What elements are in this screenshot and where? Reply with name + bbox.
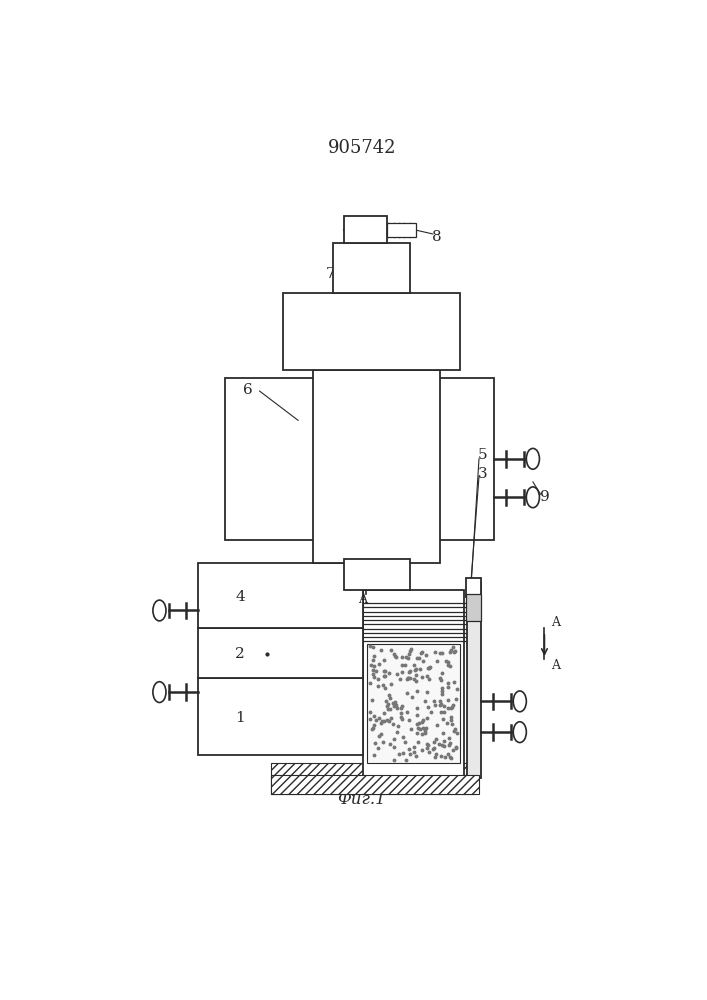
Text: A: A xyxy=(551,616,560,629)
Ellipse shape xyxy=(526,448,539,469)
Text: 905742: 905742 xyxy=(328,139,396,157)
Ellipse shape xyxy=(153,682,166,703)
Bar xyxy=(344,216,387,243)
Bar xyxy=(271,774,479,794)
Text: 1: 1 xyxy=(235,711,245,725)
Bar xyxy=(466,578,481,597)
Text: 4: 4 xyxy=(235,590,245,604)
Bar xyxy=(387,223,416,237)
Bar xyxy=(466,594,481,620)
Text: 2: 2 xyxy=(235,647,245,661)
Ellipse shape xyxy=(513,691,526,712)
Bar xyxy=(198,628,363,678)
Bar xyxy=(363,590,464,778)
Text: A: A xyxy=(358,593,367,606)
Bar xyxy=(271,778,475,794)
Bar xyxy=(437,378,494,540)
Bar xyxy=(333,243,409,293)
Text: 8: 8 xyxy=(432,230,441,244)
Bar xyxy=(467,582,481,778)
Bar xyxy=(198,563,363,628)
Ellipse shape xyxy=(153,600,166,621)
Bar xyxy=(198,678,363,755)
Text: 6: 6 xyxy=(243,382,253,396)
Text: 5: 5 xyxy=(478,448,488,462)
Text: A: A xyxy=(358,551,367,564)
Bar xyxy=(283,293,460,370)
Text: A: A xyxy=(551,659,560,672)
Text: 9: 9 xyxy=(539,490,549,504)
Bar xyxy=(344,559,409,590)
Ellipse shape xyxy=(513,722,526,743)
Bar xyxy=(313,370,440,563)
Bar xyxy=(225,378,337,540)
Text: 3: 3 xyxy=(478,467,488,481)
Text: Фиг.1: Фиг.1 xyxy=(337,791,386,808)
Ellipse shape xyxy=(526,487,539,508)
Bar xyxy=(368,644,460,763)
Text: 7: 7 xyxy=(325,267,335,281)
Bar xyxy=(271,763,475,778)
